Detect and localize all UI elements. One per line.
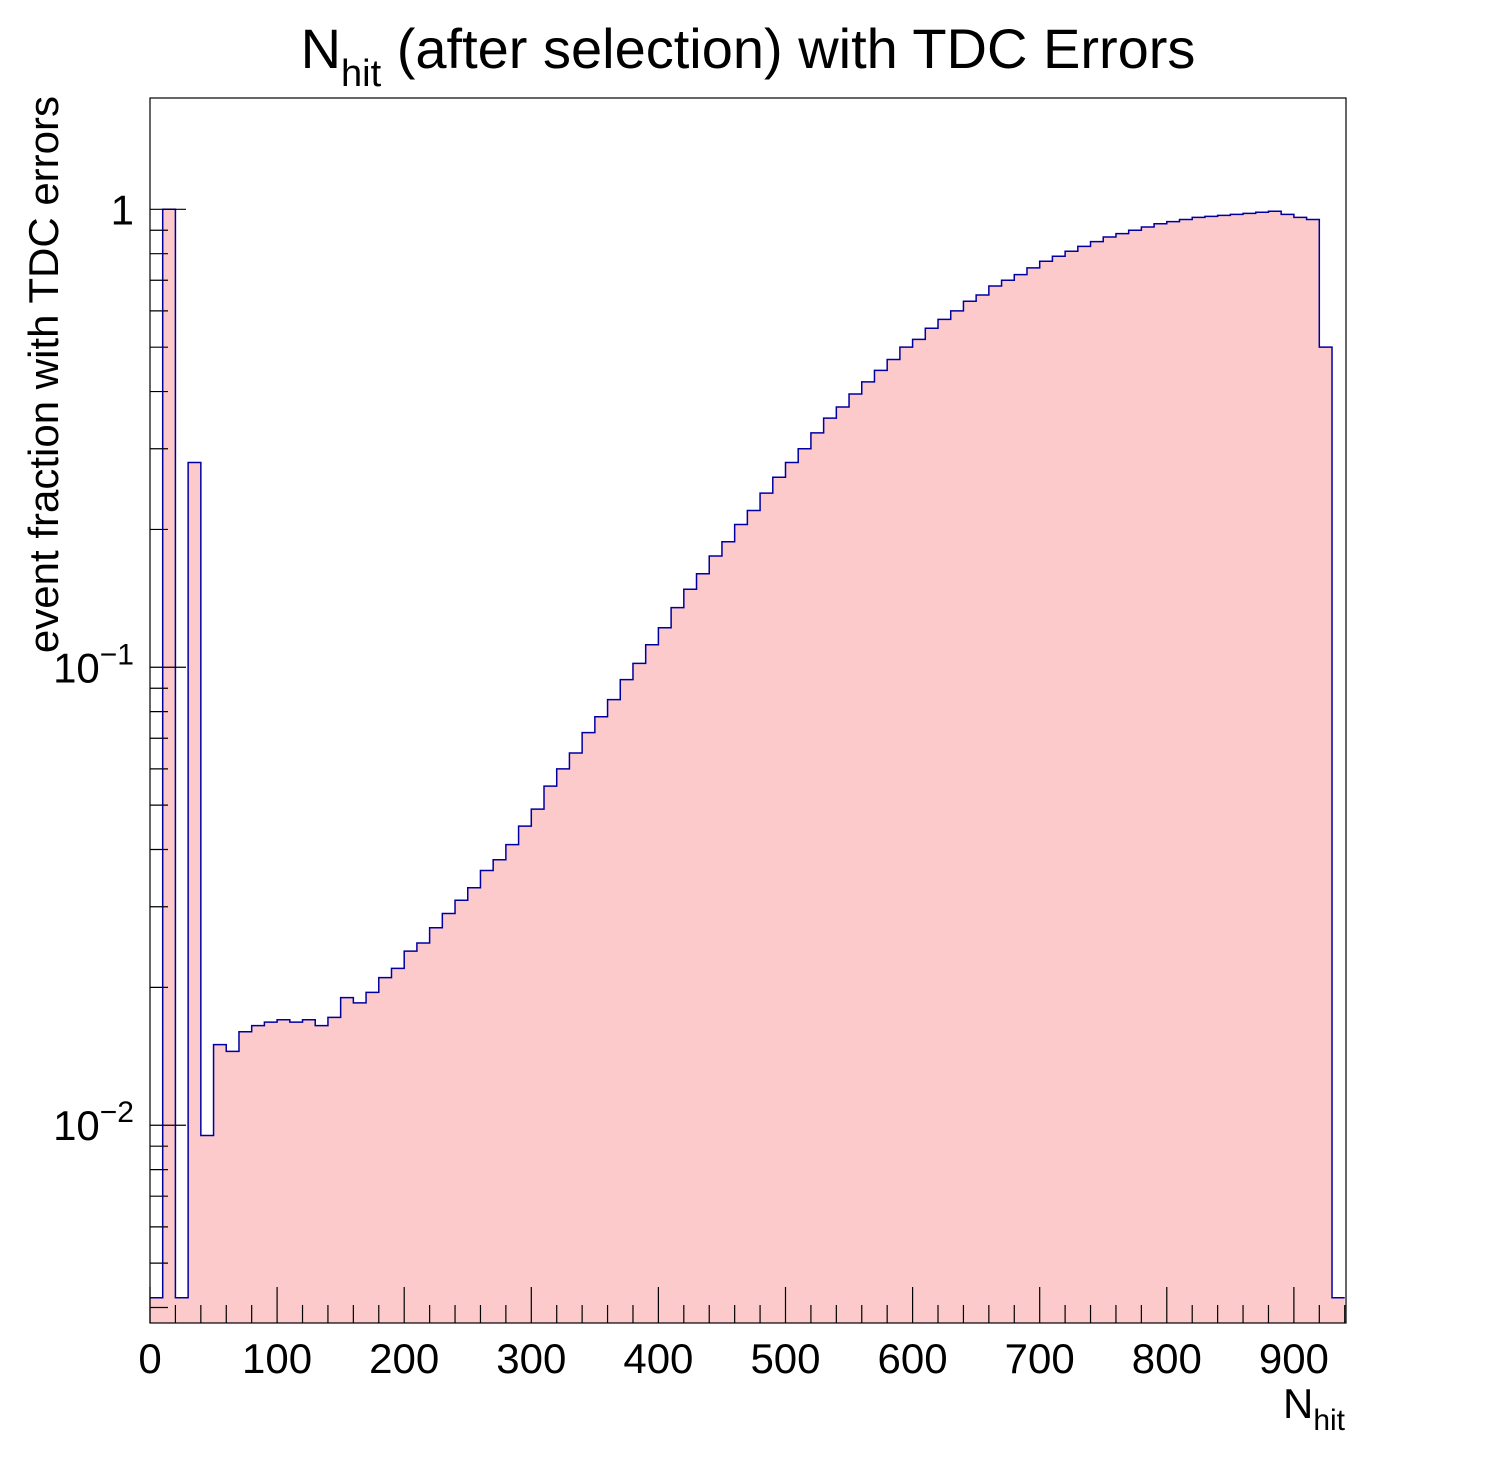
x-tick-label: 100 [242, 1335, 312, 1382]
x-tick-label: 800 [1132, 1335, 1202, 1382]
x-tick-label: 300 [496, 1335, 566, 1382]
y-axis: 10−210−11 [53, 186, 186, 1309]
histogram-fill [150, 209, 1345, 1324]
y-tick-label: 10−2 [53, 1096, 134, 1149]
x-tick-label: 700 [1005, 1335, 1075, 1382]
x-axis-label: Nhit [1283, 1380, 1346, 1437]
x-tick-label: 600 [878, 1335, 948, 1382]
x-tick-label: 900 [1259, 1335, 1329, 1382]
y-tick-label-base: 10 [53, 644, 100, 691]
plot-area [149, 97, 1347, 1324]
x-axis: 0 100 200 300 400 500 600 700 800 900 [138, 1287, 1346, 1382]
x-tick-label: 400 [623, 1335, 693, 1382]
y-tick-label-exp: −2 [100, 1096, 134, 1129]
chart-title-text: Nhit (after selection) with TDC Errors [301, 17, 1196, 95]
plot-frame [149, 97, 1347, 1324]
x-tick-label: 500 [750, 1335, 820, 1382]
y-tick-label-base: 10 [53, 1102, 100, 1149]
y-tick-label: 10−1 [53, 638, 134, 691]
chart-title: Nhit (after selection) with TDC Errors [301, 17, 1196, 95]
histogram-outline [150, 208, 1345, 1299]
y-axis-label: event fraction with TDC errors [20, 96, 67, 653]
x-tick-label: 200 [369, 1335, 439, 1382]
x-tick-label: 0 [138, 1335, 161, 1382]
y-tick-label: 1 [111, 186, 134, 233]
y-tick-label-exp: −1 [100, 638, 134, 671]
